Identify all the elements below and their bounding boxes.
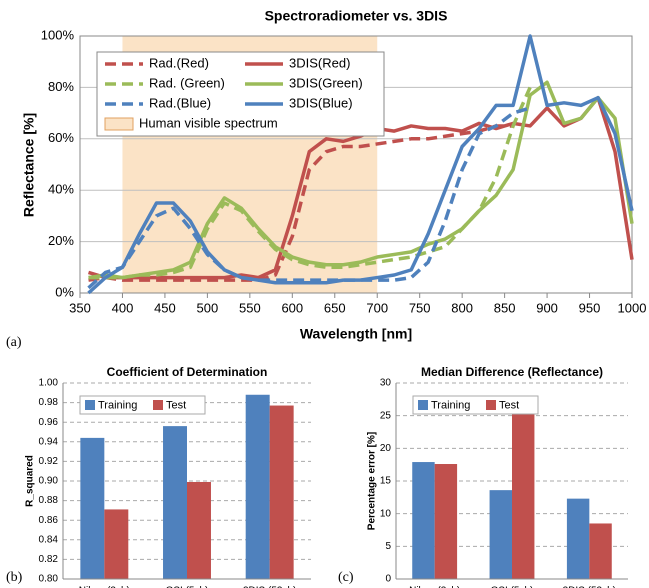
y-tick-label: 80% xyxy=(48,79,74,94)
bar xyxy=(489,490,512,579)
x-tick-label: 350 xyxy=(69,300,91,315)
legend-label: Rad. (Green) xyxy=(149,75,225,90)
x-tick-label: 800 xyxy=(451,300,473,315)
legend-label: Test xyxy=(166,399,186,411)
legend-swatch xyxy=(153,400,163,410)
x-tick-label: 750 xyxy=(409,300,431,315)
y-axis-title: R_squared xyxy=(25,455,36,507)
legend-label: Human visible spectrum xyxy=(139,115,278,130)
x-tick-label: 1000 xyxy=(618,300,647,315)
x-tick-label: Nikon (3ch) xyxy=(79,586,130,588)
y-axis-title: Reflectance [%] xyxy=(21,113,37,217)
x-axis-title: Wavelength [nm] xyxy=(300,326,412,342)
x-tick-label: 650 xyxy=(324,300,346,315)
y-tick-label: 0.96 xyxy=(39,417,59,428)
legend-label: Rad.(Red) xyxy=(149,55,209,70)
x-tick-label: 550 xyxy=(239,300,261,315)
y-tick-label: 0.98 xyxy=(39,397,59,408)
legend-label: 3DIS(Red) xyxy=(289,55,350,70)
x-tick-label: 500 xyxy=(197,300,219,315)
x-tick-label: QSI (5ch) xyxy=(166,586,209,588)
legend-swatch xyxy=(486,400,496,410)
panel-label: (b) xyxy=(6,570,23,585)
bar xyxy=(163,426,187,579)
y-tick-label: 0% xyxy=(55,284,74,299)
bar xyxy=(104,509,129,579)
panel-label: (c) xyxy=(338,570,354,585)
x-tick-label: 400 xyxy=(112,300,134,315)
y-tick-label: 60% xyxy=(48,130,74,145)
bar xyxy=(269,405,294,579)
x-tick-label: 600 xyxy=(281,300,303,315)
bar xyxy=(80,437,105,579)
x-tick-label: 900 xyxy=(536,300,558,315)
x-tick-label: 3DIS (53ch) xyxy=(243,586,296,588)
x-tick-label: Nikon (3ch) xyxy=(409,586,460,588)
panel-label: (a) xyxy=(6,335,22,350)
bar xyxy=(434,464,458,579)
bar xyxy=(512,396,535,579)
series-line xyxy=(87,106,531,290)
y-tick-label: 0.88 xyxy=(39,495,59,506)
x-tick-label: 850 xyxy=(494,300,516,315)
y-tick-label: 20 xyxy=(380,443,392,454)
series-line xyxy=(88,124,514,282)
legend-label: Training xyxy=(431,399,470,411)
bar xyxy=(566,498,590,579)
legend-label: 3DIS(Blue) xyxy=(289,95,353,110)
chart-title: Coefficient of Determination xyxy=(107,365,268,379)
series-line xyxy=(88,86,532,280)
x-tick-label: 700 xyxy=(366,300,388,315)
bar xyxy=(589,523,612,579)
plot-frame xyxy=(79,35,633,294)
y-tick-label: 25 xyxy=(380,410,392,421)
legend-label: 3DIS(Green) xyxy=(289,75,363,90)
x-tick-label: QSI (5ch) xyxy=(491,586,534,588)
legend-swatch xyxy=(85,400,95,410)
y-tick-label: 10 xyxy=(380,508,392,519)
legend-label: Rad.(Blue) xyxy=(149,95,211,110)
series-line xyxy=(87,34,634,295)
y-tick-label: 0.82 xyxy=(39,554,59,565)
y-tick-label: 100% xyxy=(41,27,75,42)
bar xyxy=(187,481,211,579)
y-tick-label: 40% xyxy=(48,182,74,197)
y-tick-label: 30 xyxy=(380,378,392,389)
legend-swatch xyxy=(418,400,428,410)
y-tick-label: 5 xyxy=(385,541,391,552)
bar xyxy=(412,462,435,579)
y-tick-label: 20% xyxy=(48,233,74,248)
y-tick-label: 0.86 xyxy=(39,515,59,526)
legend-label: Test xyxy=(499,399,519,411)
y-tick-label: 0.94 xyxy=(39,436,59,447)
y-tick-label: 1.00 xyxy=(39,378,59,389)
legend-box xyxy=(96,51,385,137)
chart-title: Spectroradiometer vs. 3DIS xyxy=(265,8,448,24)
y-tick-label: 0.92 xyxy=(39,456,59,467)
chart-title: Median Difference (Reflectance) xyxy=(421,365,603,379)
legend-swatch xyxy=(104,117,134,131)
y-tick-label: 0.84 xyxy=(39,534,59,545)
y-tick-label: 0.90 xyxy=(39,476,59,487)
legend-box xyxy=(412,395,539,415)
bar xyxy=(245,394,270,579)
y-tick-label: 15 xyxy=(380,476,392,487)
y-axis-title: Percentage error [%] xyxy=(367,432,378,530)
y-tick-label: 0.80 xyxy=(39,574,59,585)
x-tick-label: 3DIS (53ch) xyxy=(563,586,616,588)
legend-label: Training xyxy=(98,399,137,411)
x-tick-label: 950 xyxy=(579,300,601,315)
x-tick-label: 450 xyxy=(154,300,176,315)
legend-box xyxy=(79,395,206,415)
y-tick-label: 0 xyxy=(385,574,391,585)
